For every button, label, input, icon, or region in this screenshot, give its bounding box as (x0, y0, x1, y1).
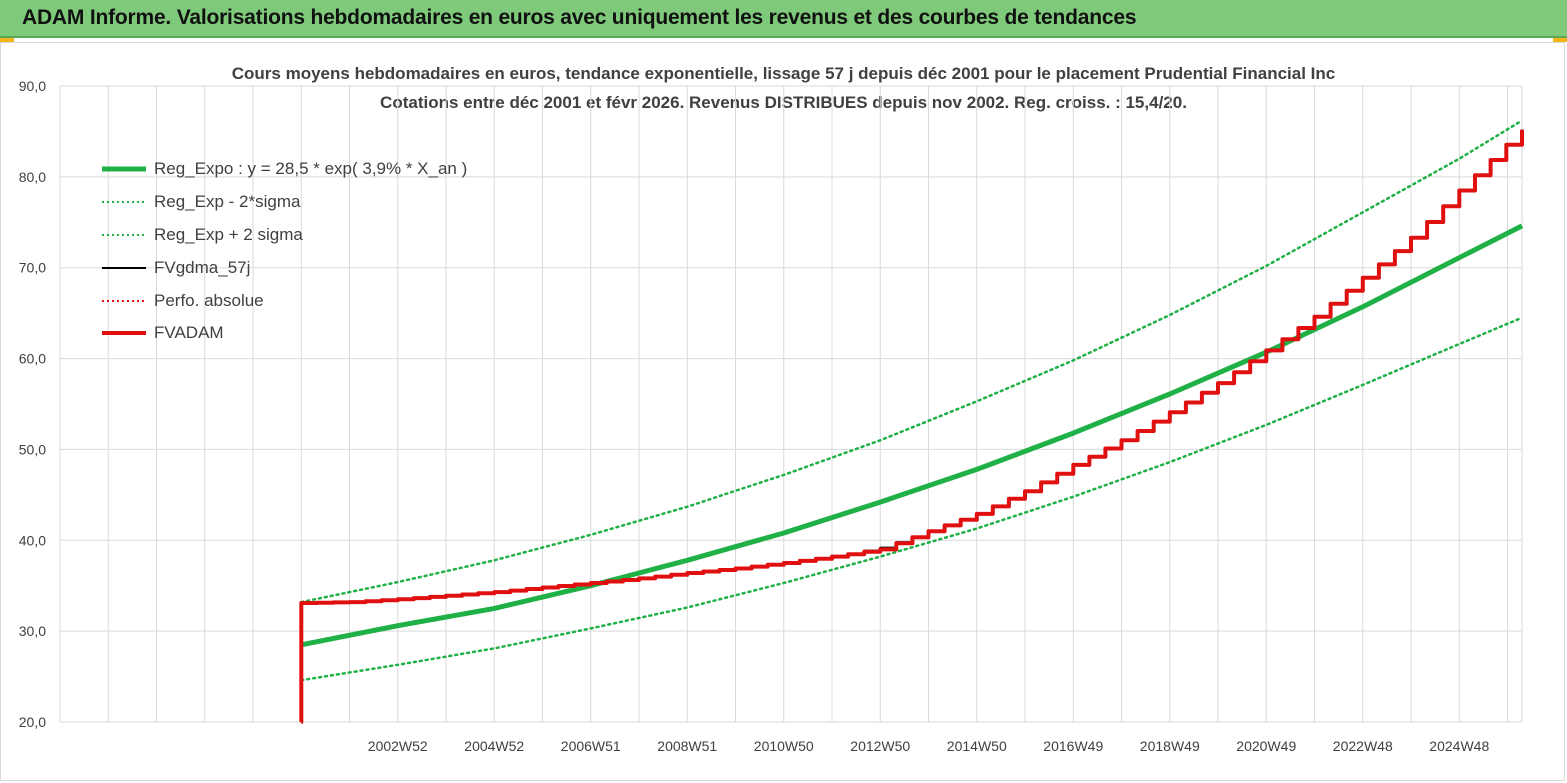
series-line-reg-exp-2-sigma (300, 119, 1524, 604)
legend-item: Reg_Exp - 2*sigma (100, 186, 467, 219)
legend-label: Reg_Exp + 2 sigma (154, 224, 303, 244)
legend-item: Reg_Expo : y = 28,5 * exp( 3,9% * X_an ) (100, 153, 467, 186)
legend-item: FVgdma_57j (100, 251, 467, 284)
y-tick-label: 60,0 (19, 351, 46, 367)
y-tick-label: 70,0 (19, 260, 46, 276)
x-tick-label: 2020W49 (1236, 738, 1296, 754)
x-tick-label: 2010W50 (754, 738, 814, 754)
series-line-fvadam (299, 129, 1524, 724)
x-tick-label: 2002W52 (368, 738, 428, 754)
series-line-fvgdma-57j (300, 129, 1523, 723)
legend-swatch (102, 233, 146, 236)
x-tick-label: 2006W51 (561, 738, 621, 754)
legend-swatch (102, 166, 146, 172)
y-tick-label: 50,0 (19, 441, 46, 457)
x-tick-label: 2004W52 (464, 738, 524, 754)
legend-swatch (102, 299, 146, 302)
legend-item: FVADAM (100, 317, 467, 350)
legend-label: FVADAM (154, 323, 224, 343)
x-tick-label: 2018W49 (1140, 738, 1200, 754)
x-tick-label: 2008W51 (657, 738, 717, 754)
chart-title-line-1: Cours moyens hebdomadaires en euros, ten… (231, 64, 1336, 83)
y-tick-label: 30,0 (19, 623, 46, 639)
corner-mark-left (0, 38, 14, 42)
x-tick-label: 2014W50 (947, 738, 1007, 754)
legend-label: Perfo. absolue (154, 290, 264, 310)
y-tick-label: 40,0 (19, 532, 46, 548)
series-line-reg-exp-2-sigma (300, 316, 1524, 682)
x-tick-label: 2016W49 (1043, 738, 1103, 754)
x-tick-label: 2022W48 (1333, 738, 1393, 754)
legend-label: FVgdma_57j (154, 257, 251, 277)
legend-swatch (102, 266, 146, 269)
legend-swatch (102, 201, 146, 204)
x-tick-label: 2012W50 (850, 738, 910, 754)
y-tick-label: 20,0 (19, 714, 46, 730)
legend-swatch (102, 331, 146, 336)
header-banner: ADAM Informe. Valorisations hebdomadaire… (0, 0, 1567, 38)
series-line-reg-expo-y-28-5-exp-3-9-x-an (300, 223, 1524, 648)
y-tick-label: 80,0 (19, 169, 46, 185)
corner-mark-right (1553, 38, 1567, 42)
chart-frame (0, 42, 1565, 781)
legend-label: Reg_Exp - 2*sigma (154, 192, 301, 212)
legend-label: Reg_Expo : y = 28,5 * exp( 3,9% * X_an ) (154, 159, 468, 179)
x-tick-label: 2024W48 (1429, 738, 1489, 754)
legend-item: Reg_Exp + 2 sigma (100, 219, 467, 252)
y-tick-label: 90,0 (19, 78, 46, 94)
legend-item: Perfo. absolue (100, 284, 467, 317)
page-title: ADAM Informe. Valorisations hebdomadaire… (22, 6, 1137, 29)
chart-legend: Reg_Expo : y = 28,5 * exp( 3,9% * X_an )… (100, 153, 467, 350)
